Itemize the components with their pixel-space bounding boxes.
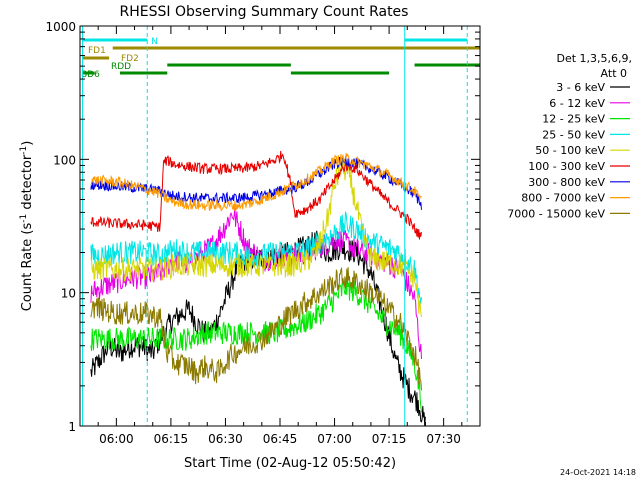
flag-label-n: N	[151, 37, 158, 47]
legend-label-5: 100 - 300 keV	[528, 160, 605, 173]
x-axis-label: Start Time (02-Aug-12 05:50:42)	[184, 456, 396, 471]
flag-label-bd6: BD6	[81, 70, 100, 80]
series-line-8	[90, 266, 422, 391]
y-tick-label-2: 100	[53, 153, 76, 167]
y-label-sup-2: -1	[19, 146, 29, 155]
legend-header-detectors: Det 1,3,5,6,9,	[556, 52, 632, 65]
y-axis-ticks: 1 10 100 1000	[45, 20, 480, 434]
series-line-7	[90, 153, 422, 212]
x-axis-ticks: 06:00 06:15 06:30 06:45 07:00 07:15 07:30	[79, 26, 481, 446]
legend: Det 1,3,5,6,9, Att 0 3 - 6 keV 6 - 12 keV…	[507, 52, 632, 220]
x-tick-label-4: 07:00	[317, 432, 352, 446]
y-tick-label-3: 1000	[45, 20, 76, 34]
legend-label-2: 12 - 25 keV	[542, 113, 605, 126]
y-label-sup-1: -1	[19, 214, 29, 223]
legend-label-0: 3 - 6 keV	[556, 81, 605, 94]
legend-label-6: 300 - 800 keV	[528, 176, 605, 189]
chart-title: RHESSI Observing Summary Count Rates	[120, 4, 409, 20]
plot-data-area	[90, 150, 426, 426]
x-tick-label-0: 06:00	[99, 432, 134, 446]
flag-label-fd1: FD1	[88, 46, 106, 56]
legend-header-attenuator: Att 0	[601, 67, 627, 80]
x-tick-label-2: 06:30	[208, 432, 243, 446]
legend-label-8: 7000 - 15000 keV	[507, 207, 605, 220]
y-label-part-3: )	[20, 141, 35, 146]
y-axis-label: Count Rate (s-1 detector-1)	[19, 141, 35, 312]
x-tick-label-5: 07:15	[372, 432, 407, 446]
series-line-5	[90, 150, 422, 240]
y-tick-label-0: 1	[68, 420, 76, 434]
y-tick-label-1: 10	[61, 287, 76, 301]
x-tick-label-3: 06:45	[263, 432, 298, 446]
flag-label-fd2: FD2	[121, 54, 139, 64]
legend-label-1: 6 - 12 keV	[549, 97, 605, 110]
flag-label-rdd: RDD	[111, 62, 131, 72]
series-line-4	[90, 155, 422, 318]
legend-label-4: 50 - 100 keV	[535, 144, 605, 157]
y-label-part-1: Count Rate (s	[20, 223, 35, 312]
x-tick-label-6: 07:30	[426, 432, 461, 446]
legend-label-3: 25 - 50 keV	[542, 128, 605, 141]
legend-entries: 3 - 6 keV 6 - 12 keV 12 - 25 keV 25 - 50 ke…	[507, 81, 630, 220]
series-line-2	[90, 276, 422, 413]
series-layer	[90, 150, 426, 426]
date-stamp: 24-Oct-2021 14:18	[560, 468, 636, 477]
x-tick-label-1: 06:15	[154, 432, 189, 446]
legend-label-7: 800 - 7000 keV	[521, 192, 605, 205]
y-label-part-2: detector	[20, 154, 35, 214]
night-period-lines	[82, 26, 468, 426]
